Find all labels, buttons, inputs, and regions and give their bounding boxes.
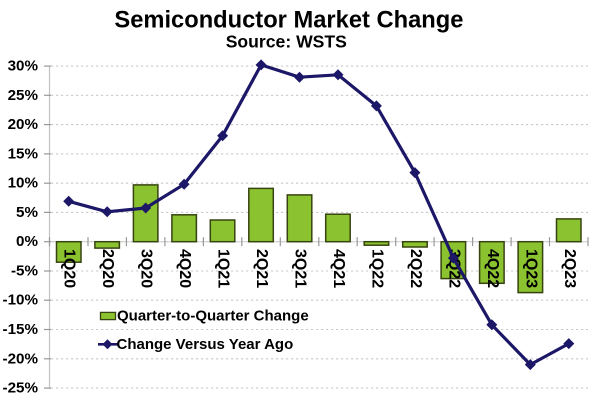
svg-text:5%: 5% [16, 204, 38, 221]
svg-text:-10%: -10% [3, 292, 39, 309]
svg-text:1Q22: 1Q22 [368, 249, 385, 288]
svg-text:-15%: -15% [3, 321, 39, 338]
svg-text:15%: 15% [8, 145, 39, 162]
svg-text:2Q22: 2Q22 [407, 249, 424, 288]
svg-text:1Q21: 1Q21 [215, 249, 232, 288]
svg-text:-5%: -5% [11, 263, 39, 280]
svg-text:0%: 0% [16, 233, 38, 250]
svg-text:1Q20: 1Q20 [61, 249, 78, 288]
svg-text:2Q21: 2Q21 [253, 249, 270, 288]
svg-text:Semiconductor Market Change: Semiconductor Market Change [114, 7, 463, 34]
svg-text:Quarter-to-Quarter Change: Quarter-to-Quarter Change [117, 307, 309, 324]
svg-text:3Q21: 3Q21 [292, 249, 309, 288]
svg-text:Change Versus Year Ago: Change Versus Year Ago [117, 336, 294, 353]
svg-text:4Q20: 4Q20 [176, 249, 193, 288]
svg-text:-20%: -20% [3, 350, 39, 367]
svg-text:4Q22: 4Q22 [484, 249, 501, 288]
svg-text:3Q20: 3Q20 [138, 249, 155, 288]
svg-text:2Q23: 2Q23 [561, 249, 578, 288]
svg-text:2Q20: 2Q20 [99, 249, 116, 288]
svg-text:-25%: -25% [3, 380, 39, 397]
svg-text:30%: 30% [8, 58, 39, 75]
svg-text:1Q23: 1Q23 [522, 249, 539, 288]
svg-text:Source: WSTS: Source: WSTS [226, 32, 347, 52]
svg-text:4Q21: 4Q21 [330, 249, 347, 288]
svg-text:10%: 10% [8, 175, 39, 192]
svg-text:20%: 20% [8, 116, 39, 133]
svg-text:25%: 25% [8, 87, 39, 104]
